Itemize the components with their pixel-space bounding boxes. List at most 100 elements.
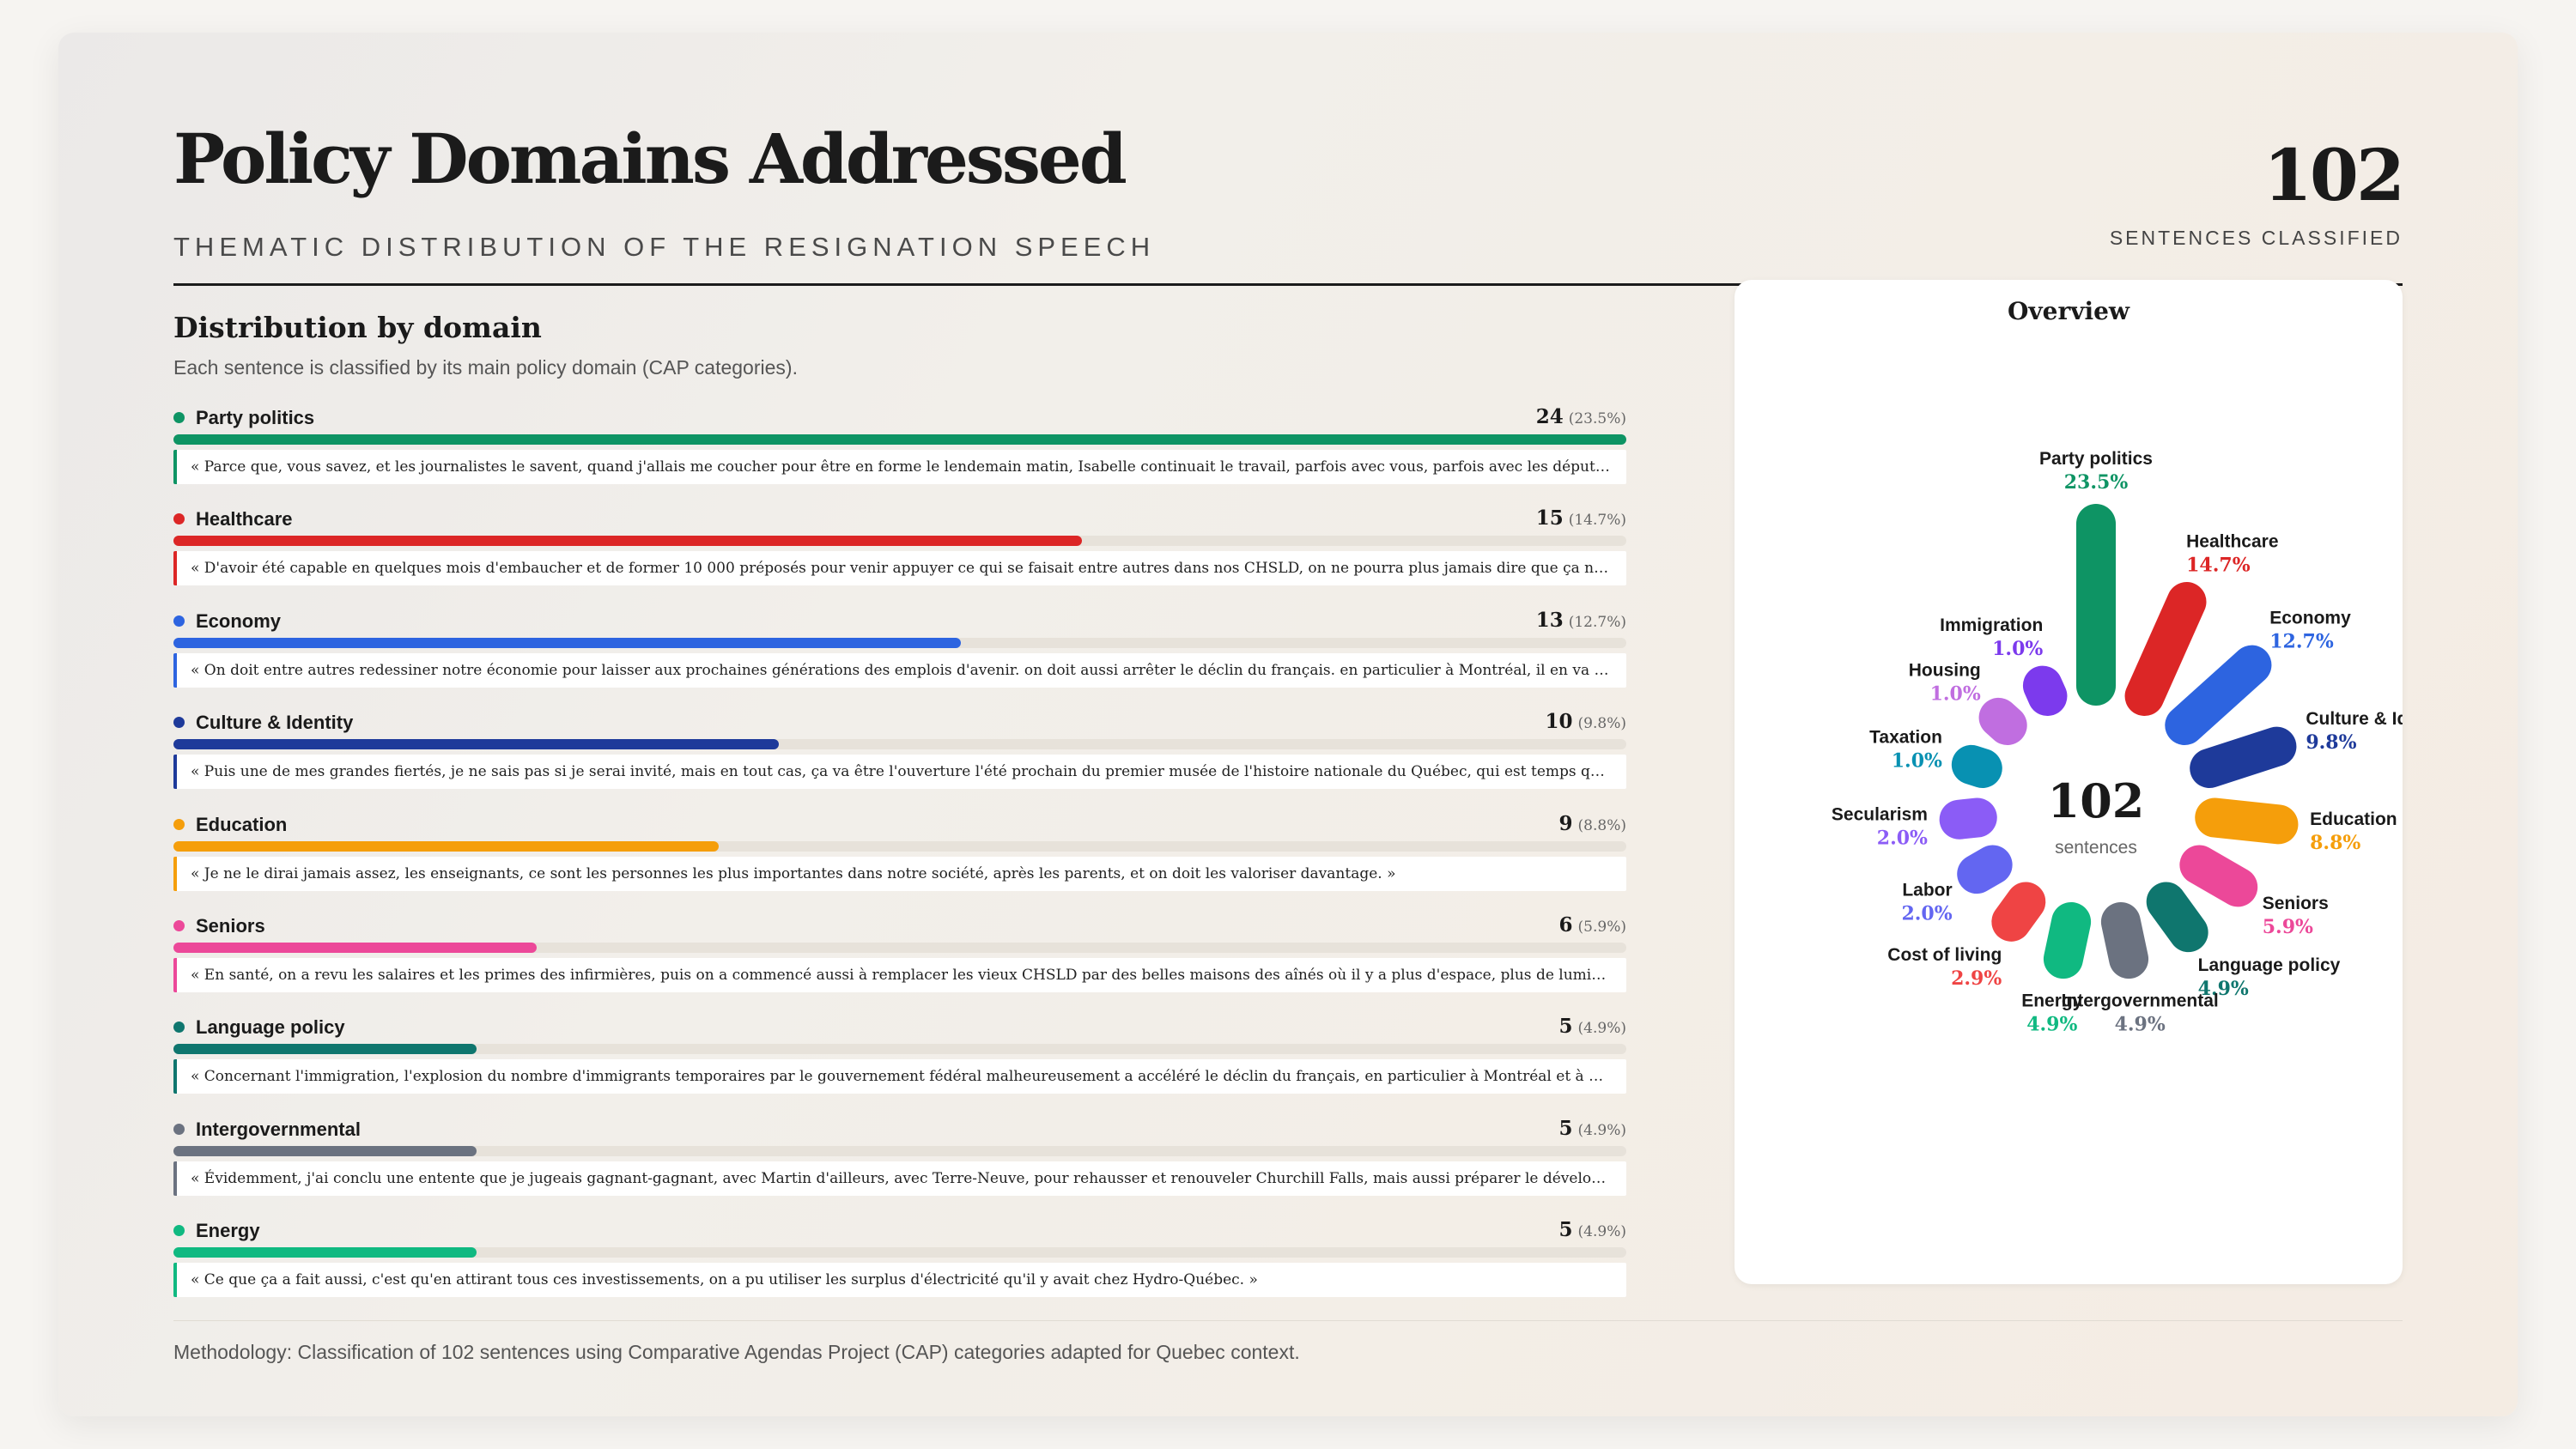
domain-count: 24 (23.5%) xyxy=(1536,405,1626,428)
domain-bar xyxy=(173,434,1626,445)
radial-bar xyxy=(2100,901,2149,979)
radial-center-label: sentences xyxy=(2055,838,2137,858)
domain-row-header: Energy 5 (4.9%) xyxy=(173,1218,1626,1244)
radial-label: Seniors xyxy=(2263,894,2329,913)
footer-divider xyxy=(173,1320,2403,1321)
domain-dot xyxy=(173,717,185,729)
domain-name: Language policy xyxy=(196,1016,345,1039)
domain-bar-track xyxy=(173,434,1626,445)
domain-bar xyxy=(173,1145,477,1156)
domain-count: 5 (4.9%) xyxy=(1559,1015,1626,1038)
domain-dot xyxy=(173,1225,185,1237)
radial-bar xyxy=(1939,797,1997,840)
domain-count-percent: (4.9%) xyxy=(1577,1020,1626,1038)
radial-label: Immigration xyxy=(1940,615,2043,635)
domain-row: Party politics 24 (23.5%) « Parce que, vous… xyxy=(173,405,1626,500)
methodology-note: Methodology: Classification of 102 sente… xyxy=(173,1341,1300,1363)
radial-label: Intergovernmental xyxy=(2062,991,2219,1011)
domain-row: Energy 5 (4.9%) « Ce que ça a fait aussi, c… xyxy=(173,1218,1626,1313)
domain-row-header: Intergovernmental 5 (4.9%) xyxy=(173,1117,1626,1143)
domain-row: Seniors 6 (5.9%) « En santé, on a revu les … xyxy=(173,913,1626,1008)
radial-percent: 2.0% xyxy=(1877,827,1928,849)
domain-count-value: 10 xyxy=(1545,710,1573,734)
domain-bar-track xyxy=(173,739,1626,750)
domain-name: Culture & Identity xyxy=(196,712,354,734)
domain-bar xyxy=(173,840,719,852)
dashboard-content: Policy Domains Addressed THEMATIC DISTRI… xyxy=(173,33,2405,1416)
domain-name: Healthcare xyxy=(196,508,293,530)
page-subtitle: THEMATIC DISTRIBUTION OF THE RESIGNATION… xyxy=(173,232,1156,262)
radial-bar xyxy=(2076,504,2116,706)
radial-percent: 5.9% xyxy=(2263,916,2313,938)
domain-count-value: 13 xyxy=(1535,608,1564,632)
domain-dot xyxy=(173,412,185,423)
domain-count-value: 5 xyxy=(1558,1218,1573,1242)
domain-name: Energy xyxy=(196,1220,260,1242)
domain-bar xyxy=(173,637,961,648)
overview-title: Overview xyxy=(2007,297,2130,325)
radial-percent: 23.5% xyxy=(2064,471,2129,494)
radial-bar xyxy=(1951,744,2002,789)
radial-percent: 1.0% xyxy=(1930,683,1981,706)
domain-quote: « En santé, on a revu les salaires et le… xyxy=(173,958,1626,992)
radial-label: Cost of living xyxy=(1887,945,2002,965)
header-divider xyxy=(173,283,2403,286)
domain-count-percent: (9.8%) xyxy=(1577,715,1626,733)
radial-percent: 12.7% xyxy=(2269,630,2334,652)
radial-bar xyxy=(2165,645,2272,745)
domain-row-header: Healthcare 15 (14.7%) xyxy=(173,506,1626,532)
radial-label: Housing xyxy=(1909,661,1981,681)
kpi-label: SENTENCES CLASSIFIED xyxy=(2109,227,2403,249)
section-title: Distribution by domain xyxy=(173,311,542,344)
radial-percent: 14.7% xyxy=(2186,554,2251,576)
domain-count-value: 5 xyxy=(1558,1116,1573,1140)
domain-row: Intergovernmental 5 (4.9%) « Évidemment, j'… xyxy=(173,1117,1626,1211)
radial-bar xyxy=(2043,901,2092,979)
radial-label: Economy xyxy=(2269,608,2351,627)
domain-count-percent: (23.5%) xyxy=(1568,410,1626,427)
radial-bar xyxy=(2179,845,2258,907)
radial-percent: 9.8% xyxy=(2306,731,2356,754)
domain-quote: « Évidemment, j'ai conclu une entente qu… xyxy=(173,1161,1626,1196)
radial-bar xyxy=(2146,882,2208,953)
distribution-section: Distribution by domain Each sentence is … xyxy=(173,307,1626,379)
domain-quote: « Puis une de mes grandes fiertés, je ne… xyxy=(173,755,1626,790)
domain-count-value: 24 xyxy=(1535,405,1564,428)
domain-count: 10 (9.8%) xyxy=(1546,710,1626,733)
radial-label: Culture & Identity xyxy=(2306,709,2403,729)
domain-row-header: Seniors 6 (5.9%) xyxy=(173,913,1626,939)
page-title: Policy Domains Addressed xyxy=(173,118,1127,199)
domain-quote: « Concernant l'immigration, l'explosion … xyxy=(173,1059,1626,1094)
radial-bar xyxy=(1978,697,2027,745)
radial-label: Energy xyxy=(2021,991,2083,1011)
radial-percent: 2.0% xyxy=(1901,903,1952,925)
radial-center-disc xyxy=(2003,712,2189,898)
domain-dot xyxy=(173,1123,185,1135)
radial-percent: 1.0% xyxy=(1992,638,2043,660)
radial-bar xyxy=(2124,582,2207,717)
domain-bar-track xyxy=(173,943,1626,953)
domain-name: Intergovernmental xyxy=(196,1118,361,1140)
domain-quote: « Ce que ça a fait aussi, c'est qu'en at… xyxy=(173,1263,1626,1298)
domain-count-value: 9 xyxy=(1558,811,1573,835)
domain-count-value: 6 xyxy=(1558,913,1573,937)
domain-count-value: 5 xyxy=(1558,1015,1573,1039)
domain-name: Party politics xyxy=(196,407,315,428)
radial-label: Labor xyxy=(1902,881,1952,900)
domain-quote: « Je ne le dirai jamais assez, les ensei… xyxy=(173,856,1626,891)
section-description: Each sentence is classified by its main … xyxy=(173,356,798,379)
radial-bar xyxy=(1957,845,2013,894)
domain-count-percent: (12.7%) xyxy=(1568,613,1626,631)
domain-quote: « D'avoir été capable en quelques mois d… xyxy=(173,551,1626,586)
domain-bar-track xyxy=(173,536,1626,547)
domain-bar xyxy=(173,739,779,750)
domain-bar xyxy=(173,536,1082,547)
domain-count: 5 (4.9%) xyxy=(1559,1218,1626,1241)
domain-count-percent: (4.9%) xyxy=(1577,1121,1626,1139)
radial-label: Secularism xyxy=(1832,804,1928,824)
domain-bar-track xyxy=(173,1044,1626,1055)
domain-count-value: 15 xyxy=(1535,506,1564,530)
domain-row: Language policy 5 (4.9%) « Concernant l'imm… xyxy=(173,1015,1626,1109)
domain-bar-track xyxy=(173,840,1626,852)
domain-quote: « Parce que, vous savez, et les journali… xyxy=(173,450,1626,484)
